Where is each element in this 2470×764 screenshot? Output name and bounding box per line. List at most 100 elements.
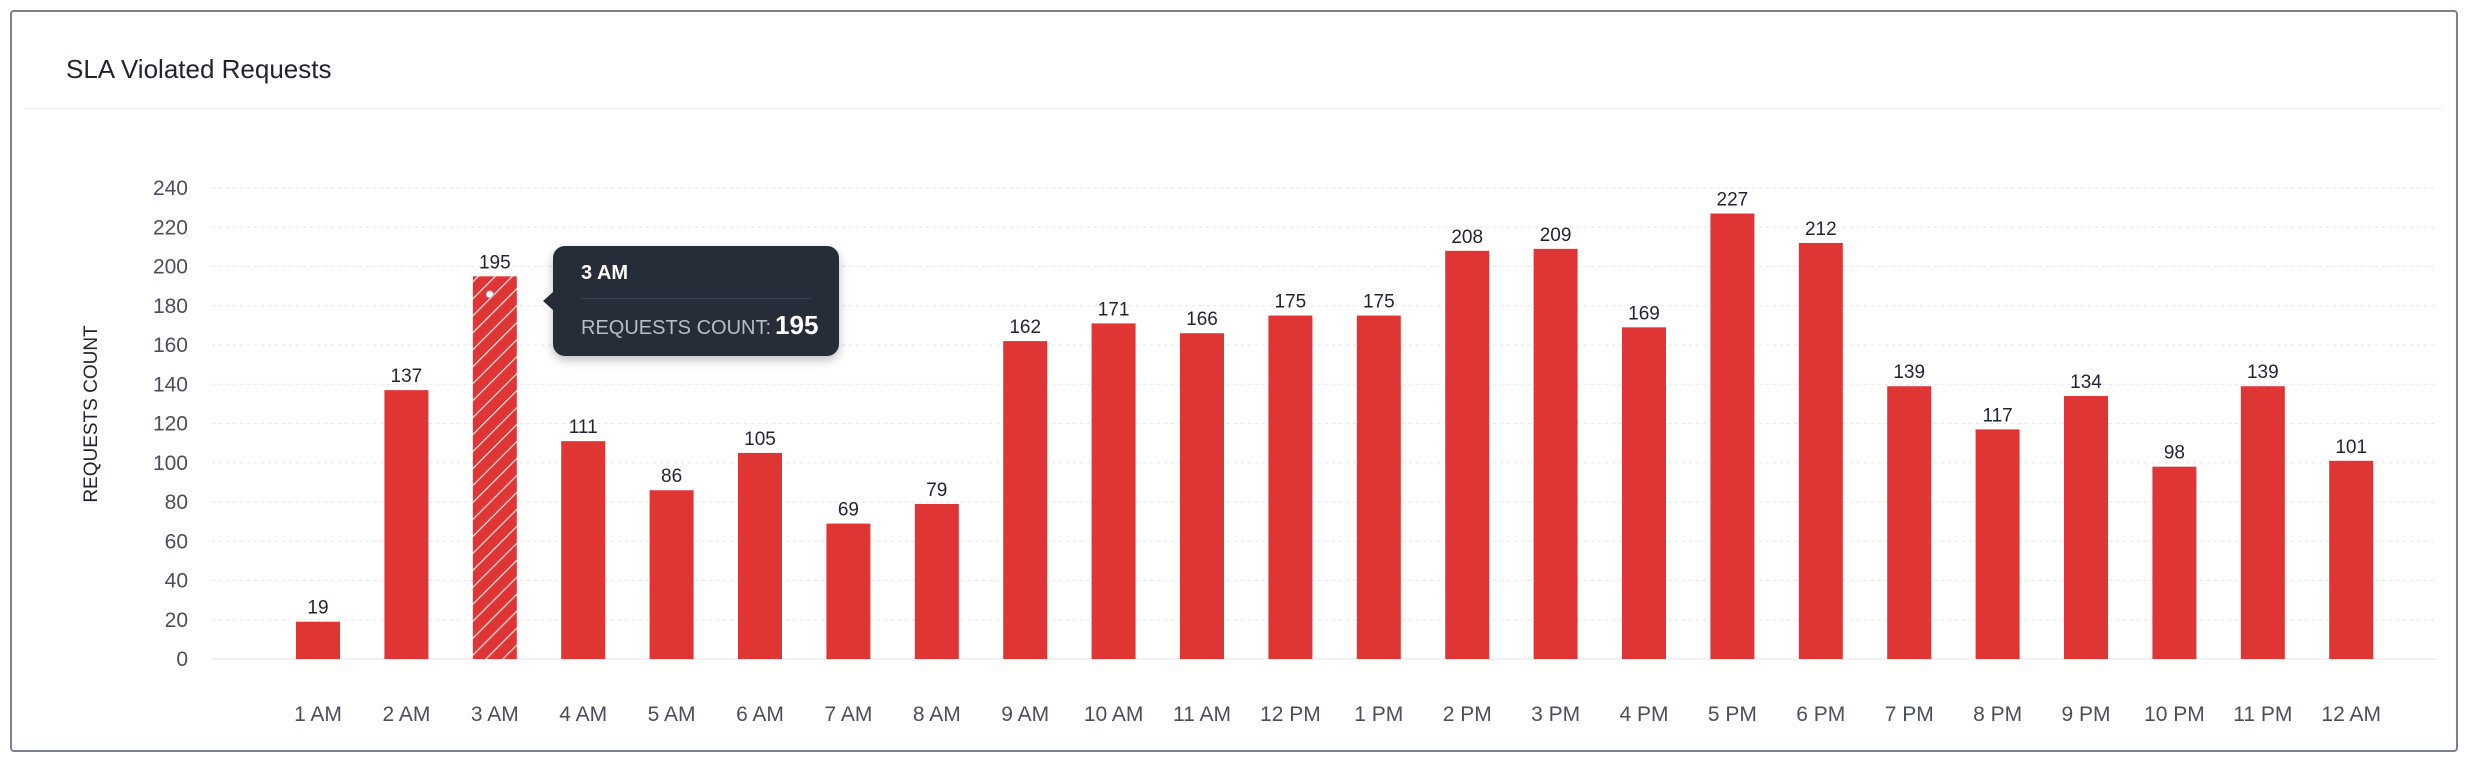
x-tick-label: 12 PM — [1260, 703, 1321, 726]
bar[interactable] — [1798, 242, 1843, 659]
data-label: 19 — [307, 598, 328, 619]
bar[interactable] — [1356, 315, 1401, 659]
x-tick-label: 5 PM — [1708, 703, 1757, 726]
x-tick-label: 8 PM — [1973, 703, 2022, 726]
x-axis-ticks: 1 AM 2 AM 3 AM 4 AM 5 AM 6 AM 7 AM 8 AM 9 AM 10 A… — [294, 703, 2381, 726]
data-label: 175 — [1275, 292, 1307, 313]
bars — [296, 213, 2374, 660]
x-tick-label: 4 AM — [559, 703, 607, 726]
bar[interactable] — [914, 503, 959, 659]
x-tick-label: 11 AM — [1173, 703, 1231, 726]
data-label: 209 — [1540, 225, 1572, 246]
bar[interactable] — [1091, 323, 1136, 659]
x-tick-label: 1 PM — [1354, 703, 1403, 726]
data-label: 195 — [479, 252, 511, 273]
y-tick-label: 140 — [153, 373, 188, 396]
tooltip-value: 195 — [775, 310, 819, 340]
data-label: 175 — [1363, 292, 1395, 313]
y-tick-label: 0 — [176, 648, 188, 671]
x-tick-label: 7 AM — [824, 703, 872, 726]
y-tick-label: 40 — [165, 570, 188, 593]
bar[interactable] — [2329, 460, 2374, 659]
data-label: 227 — [1717, 190, 1749, 211]
x-tick-label: 5 AM — [648, 703, 696, 726]
bar[interactable] — [472, 276, 517, 659]
x-tick-label: 12 AM — [2321, 703, 2381, 726]
y-tick-label: 80 — [165, 491, 188, 514]
bar[interactable] — [1268, 315, 1313, 659]
data-label: 105 — [744, 429, 776, 450]
y-tick-label: 180 — [153, 295, 188, 318]
data-label: 101 — [2335, 437, 2367, 458]
data-label: 208 — [1451, 227, 1483, 248]
bar[interactable] — [1975, 429, 2020, 659]
data-label: 139 — [1893, 362, 1925, 383]
y-tick-label: 100 — [153, 452, 188, 475]
bar[interactable] — [1180, 333, 1224, 659]
bar[interactable] — [1445, 250, 1490, 660]
chart-card: SLA Violated Requests 0 20 40 60 80 100 120 140… — [10, 10, 2458, 752]
bar[interactable] — [2152, 466, 2197, 659]
y-axis-label: REQUESTS COUNT — [81, 325, 102, 503]
x-tick-label: 2 AM — [382, 703, 430, 726]
x-tick-label: 3 PM — [1531, 703, 1580, 726]
data-label: 139 — [2247, 362, 2279, 383]
y-tick-label: 220 — [153, 216, 188, 239]
x-tick-label: 4 PM — [1619, 703, 1668, 726]
data-label: 137 — [391, 366, 423, 387]
y-tick-label: 200 — [153, 256, 188, 279]
bar[interactable] — [1533, 248, 1578, 659]
card-header: SLA Violated Requests — [24, 12, 2444, 109]
y-axis-ticks: 0 20 40 60 80 100 120 140 160 180 200 220 240 — [153, 177, 188, 671]
data-labels: 19 137 195 111 86 105 69 79 162 171 166 175 175 208 20… — [307, 190, 2367, 619]
data-label: 117 — [1982, 405, 2012, 426]
bar[interactable] — [2064, 396, 2108, 659]
x-tick-label: 10 PM — [2144, 703, 2205, 726]
y-tick-label: 20 — [165, 609, 188, 632]
bar[interactable] — [561, 441, 606, 659]
bar[interactable] — [1622, 327, 1666, 659]
tooltip-label: REQUESTS COUNT: — [581, 317, 772, 339]
data-label: 134 — [2070, 372, 2102, 393]
tooltip: 3 AM REQUESTS COUNT: 195 — [543, 246, 839, 356]
x-tick-label: 9 PM — [2061, 703, 2110, 726]
bar[interactable] — [826, 523, 871, 659]
bar[interactable] — [1710, 213, 1755, 659]
data-label: 86 — [661, 466, 682, 487]
bar[interactable] — [1887, 386, 1932, 659]
x-tick-label: 1 AM — [294, 703, 342, 726]
data-label: 79 — [926, 480, 947, 501]
data-label: 69 — [838, 500, 859, 521]
bar[interactable] — [296, 621, 340, 659]
bar[interactable] — [649, 490, 694, 659]
x-tick-label: 9 AM — [1001, 703, 1049, 726]
x-tick-label: 10 AM — [1084, 703, 1144, 726]
hover-marker — [485, 290, 494, 299]
x-tick-label: 6 PM — [1796, 703, 1845, 726]
data-label: 162 — [1009, 317, 1041, 338]
y-tick-label: 240 — [153, 177, 188, 200]
bar[interactable] — [2240, 386, 2285, 659]
data-label: 169 — [1628, 303, 1660, 324]
data-label: 166 — [1186, 309, 1218, 330]
tooltip-title: 3 AM — [581, 262, 629, 284]
tooltip-row: REQUESTS COUNT: 195 — [581, 310, 818, 341]
data-label: 171 — [1098, 299, 1130, 320]
bar[interactable] — [384, 390, 429, 659]
data-label: 111 — [569, 417, 598, 438]
y-tick-label: 60 — [165, 530, 188, 553]
x-tick-label: 11 PM — [2233, 703, 2292, 726]
x-tick-label: 2 PM — [1443, 703, 1492, 726]
data-label: 98 — [2164, 443, 2185, 464]
bar[interactable] — [1003, 341, 1048, 659]
data-label: 212 — [1805, 219, 1837, 240]
tooltip-divider — [581, 298, 811, 299]
x-tick-label: 7 PM — [1885, 703, 1934, 726]
chart-title: SLA Violated Requests — [66, 54, 332, 84]
y-tick-label: 120 — [153, 413, 188, 436]
bar[interactable] — [738, 452, 782, 659]
x-tick-label: 8 AM — [913, 703, 961, 726]
y-tick-label: 160 — [153, 334, 188, 357]
x-tick-label: 6 AM — [736, 703, 784, 726]
